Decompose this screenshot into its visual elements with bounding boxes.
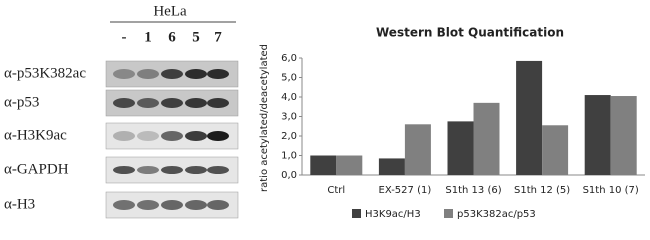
blot-band <box>185 98 207 108</box>
blot-band <box>113 98 135 108</box>
bar <box>336 155 363 175</box>
y-axis-label: ratio acetylated/deacetylated <box>259 44 270 192</box>
bar <box>473 102 500 175</box>
legend-label: p53K382ac/p53 <box>457 209 536 220</box>
row-label: α-p53 <box>4 94 39 110</box>
bar <box>542 125 569 175</box>
x-tick-label: Ctrl <box>327 185 345 196</box>
blot-band <box>137 98 159 108</box>
lane-label: 5 <box>192 29 200 45</box>
blot-band <box>161 98 183 108</box>
y-tick-label: 6,0 <box>281 53 297 64</box>
row-label: α-H3 <box>4 196 35 212</box>
blot-band <box>185 131 207 141</box>
lane-label: 1 <box>144 29 152 45</box>
blot-band <box>113 200 135 210</box>
figure: HeLa Western Blot Quantification ratio a… <box>4 3 645 220</box>
blot-band <box>161 131 183 141</box>
legend-label: H3K9ac/H3 <box>365 209 421 220</box>
blot-band <box>207 200 229 210</box>
bar <box>584 95 611 175</box>
blot-band <box>161 166 183 174</box>
cell-line: HeLa <box>153 3 187 19</box>
bar <box>378 158 405 175</box>
row-label: α-H3K9ac <box>4 127 67 143</box>
blot-band <box>185 69 207 79</box>
y-tick-label: 4,0 <box>281 92 297 103</box>
chart-title: Western Blot Quantification <box>376 26 564 40</box>
bar <box>447 121 474 175</box>
blot-band <box>137 166 159 174</box>
blot-band <box>185 166 207 174</box>
x-tick-label: EX-527 (1) <box>379 185 432 196</box>
x-tick-label: S1th 12 (5) <box>514 185 570 196</box>
legend-swatch <box>444 209 453 218</box>
blot-band <box>185 200 207 210</box>
blot-band <box>207 69 229 79</box>
row-label: α-p53K382ac <box>4 65 86 81</box>
lane-label: 7 <box>214 29 222 45</box>
lane-label: 6 <box>168 29 176 45</box>
y-tick-label: 5,0 <box>281 73 297 84</box>
blot-band <box>207 166 229 174</box>
x-tick-label: S1th 10 (7) <box>583 185 639 196</box>
blot-band <box>207 131 229 141</box>
blot-band <box>113 131 135 141</box>
bar <box>310 155 337 175</box>
bar <box>610 96 637 175</box>
blot-band <box>137 200 159 210</box>
legend-swatch <box>352 209 361 218</box>
bar <box>404 124 431 175</box>
y-tick-label: 2,0 <box>281 131 297 142</box>
row-label: α-GAPDH <box>4 161 69 177</box>
y-tick-label: 1,0 <box>281 151 297 162</box>
y-tick-label: 3,0 <box>281 112 297 123</box>
x-tick-label: S1th 13 (6) <box>445 185 501 196</box>
blot-band <box>161 69 183 79</box>
blot-band <box>113 166 135 174</box>
blot-band <box>137 131 159 141</box>
y-tick-label: 0,0 <box>281 170 297 181</box>
blot-band <box>207 98 229 108</box>
bar <box>516 60 543 175</box>
blot-band <box>161 200 183 210</box>
blot-band <box>137 69 159 79</box>
lane-label: - <box>122 29 127 45</box>
blot-band <box>113 69 135 79</box>
